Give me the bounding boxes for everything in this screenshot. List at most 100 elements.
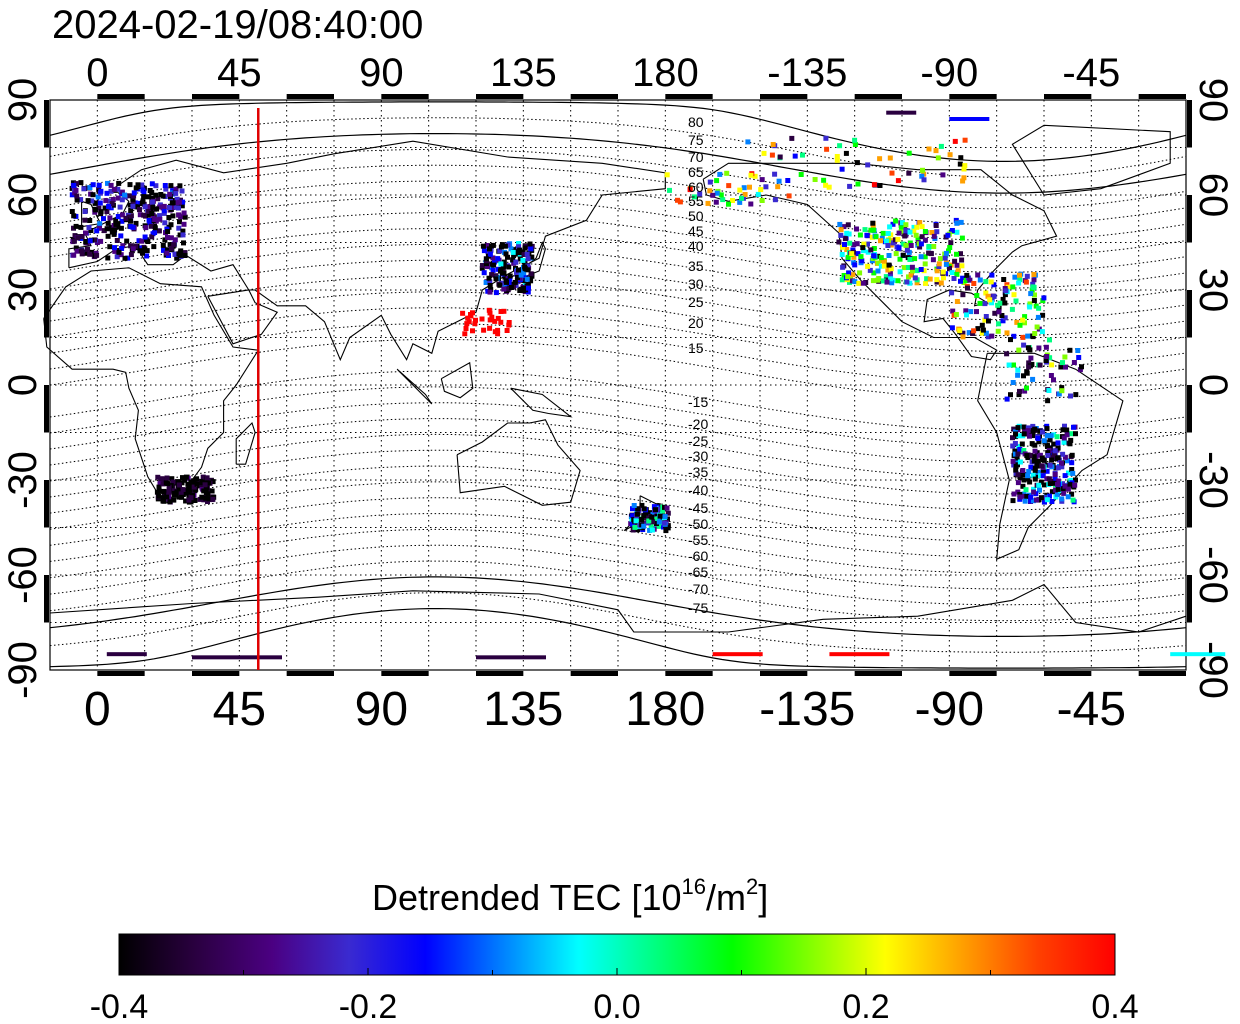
tec-point	[487, 325, 493, 331]
tec-point	[525, 267, 531, 273]
tec-point	[1015, 472, 1021, 478]
tec-point	[847, 240, 853, 246]
tec-point	[926, 244, 932, 249]
tec-point	[1075, 348, 1081, 353]
lon-tick-label-top: -45	[1062, 51, 1120, 95]
tec-point	[88, 228, 94, 233]
coastline	[68, 140, 666, 362]
tec-point	[74, 197, 80, 203]
tec-point	[206, 480, 212, 486]
tec-point	[989, 300, 995, 306]
tec-point	[498, 261, 504, 267]
tec-point	[160, 193, 166, 199]
tec-point	[1073, 477, 1078, 483]
tec-point	[921, 177, 927, 183]
tec-point	[161, 498, 167, 504]
tec-point	[908, 243, 914, 248]
tec-point	[854, 241, 860, 247]
tec-point	[140, 198, 146, 204]
tec-point	[1055, 465, 1061, 471]
tec-point	[641, 523, 647, 529]
tec-point	[992, 310, 998, 316]
tec-point	[110, 197, 116, 202]
tec-point	[1054, 434, 1060, 440]
timestamp-title: 2024-02-19/08:40:00	[52, 3, 423, 47]
tec-point	[1013, 467, 1019, 473]
coastline	[510, 387, 573, 418]
tec-point	[502, 274, 508, 280]
contour-label: 50	[688, 208, 704, 224]
tec-point	[852, 142, 858, 147]
tec-point	[965, 285, 970, 291]
tec-point	[506, 280, 512, 286]
tec-point	[96, 205, 102, 211]
tec-point	[156, 493, 162, 499]
tec-point	[961, 175, 967, 181]
tec-point	[187, 489, 193, 495]
tec-point	[928, 251, 934, 257]
tec-point	[763, 184, 769, 190]
tec-point	[145, 194, 151, 200]
tec-point	[162, 237, 168, 243]
tec-point	[952, 138, 958, 144]
colorbar-tick-label: 0.2	[842, 988, 889, 1024]
coastline	[440, 361, 474, 399]
tec-point	[170, 479, 176, 485]
tec-point	[974, 293, 980, 298]
tec-point	[177, 219, 182, 225]
tec-point	[487, 310, 493, 316]
tec-point	[79, 251, 85, 257]
tec-point	[959, 235, 965, 241]
tec-point	[845, 222, 851, 228]
magnetic-contour	[49, 101, 1187, 162]
lon-tick-label-top: 90	[359, 51, 404, 95]
tec-point	[654, 521, 659, 526]
tec-point	[883, 238, 889, 244]
tec-point	[98, 238, 104, 244]
tec-point	[137, 212, 143, 218]
tec-point	[957, 161, 963, 167]
tec-point	[71, 238, 77, 244]
tec-point	[480, 243, 486, 249]
tec-point	[516, 267, 521, 273]
tec-point	[954, 229, 960, 235]
magnetic-contour	[49, 481, 1187, 542]
tec-point	[821, 177, 827, 183]
tec-point	[1017, 494, 1023, 500]
tec-point	[1031, 272, 1037, 277]
tec-point	[954, 220, 960, 226]
axis-bar-top	[1138, 94, 1186, 99]
tec-point	[1069, 460, 1075, 466]
tec-point	[101, 216, 106, 222]
axis-bar-top	[949, 94, 997, 99]
tec-point	[74, 193, 80, 199]
tec-point	[1041, 295, 1047, 301]
tec-point	[902, 233, 908, 239]
tec-point	[498, 309, 504, 314]
tec-point	[1042, 499, 1047, 505]
tec-point	[938, 143, 944, 149]
axis-bar-left	[44, 575, 49, 623]
tec-point	[909, 264, 915, 270]
tec-point	[89, 198, 95, 204]
tec-point	[79, 234, 85, 239]
tec-point	[165, 247, 171, 253]
tec-point	[1030, 284, 1036, 290]
tec-point	[83, 250, 89, 256]
tec-point	[1035, 458, 1041, 464]
tec-point	[484, 243, 490, 248]
tec-point	[857, 232, 863, 238]
tec-point	[1064, 458, 1070, 464]
tec-point	[844, 247, 850, 252]
tec-point	[714, 178, 720, 184]
tec-point	[912, 256, 918, 262]
tec-point	[987, 297, 993, 303]
tec-point	[1015, 451, 1021, 457]
tec-point	[119, 212, 125, 218]
contour-label: 80	[688, 114, 704, 130]
tec-point	[1017, 459, 1023, 465]
tec-point	[181, 221, 187, 227]
colorbar-title: Detrended TEC [1016/m2]	[372, 874, 768, 918]
tec-point	[78, 197, 84, 203]
tec-point	[525, 256, 531, 262]
